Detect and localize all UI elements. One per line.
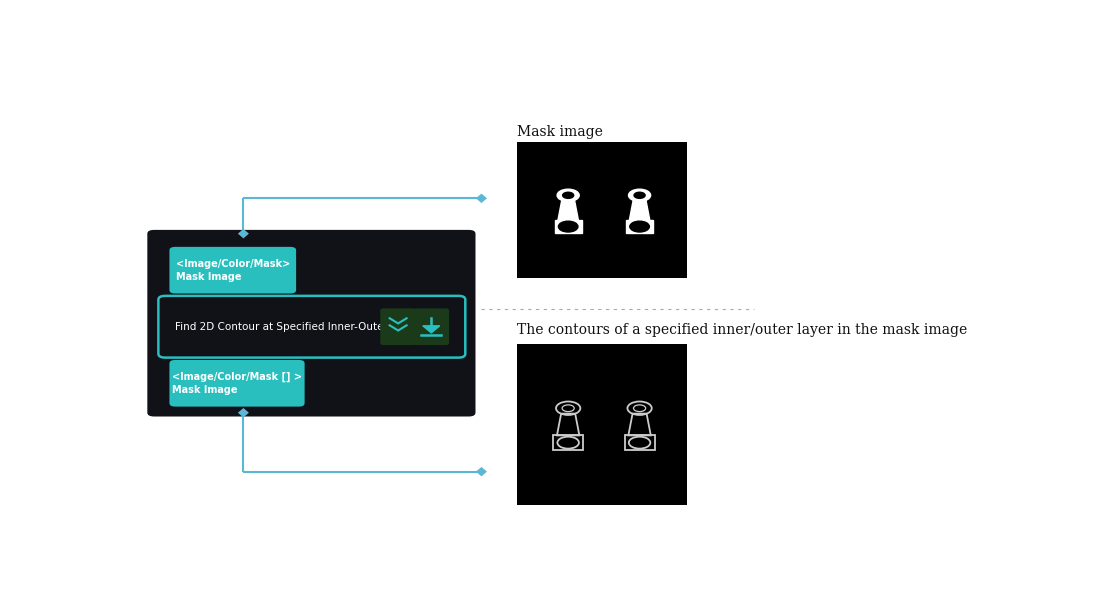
Polygon shape xyxy=(476,193,487,203)
Circle shape xyxy=(558,221,578,232)
Polygon shape xyxy=(558,200,578,220)
FancyBboxPatch shape xyxy=(147,230,475,417)
Text: Find 2D Contour at Specified Inner-Outer Level (1): Find 2D Contour at Specified Inner-Outer… xyxy=(176,322,437,332)
Polygon shape xyxy=(422,326,440,333)
Circle shape xyxy=(630,221,649,232)
Polygon shape xyxy=(238,408,249,417)
Bar xyxy=(626,220,653,233)
FancyBboxPatch shape xyxy=(169,247,296,294)
Text: <Image/Color/Mask [] >
Mask Image: <Image/Color/Mask [] > Mask Image xyxy=(172,371,302,395)
Circle shape xyxy=(557,189,579,201)
Text: <Image/Color/Mask>
Mask Image: <Image/Color/Mask> Mask Image xyxy=(176,259,290,282)
Bar xyxy=(553,435,584,450)
Bar xyxy=(624,435,655,450)
Bar xyxy=(517,142,687,278)
Polygon shape xyxy=(630,200,649,220)
FancyBboxPatch shape xyxy=(158,296,465,357)
FancyBboxPatch shape xyxy=(381,308,416,345)
Circle shape xyxy=(634,192,645,198)
Bar xyxy=(555,220,581,233)
Polygon shape xyxy=(476,467,487,476)
Circle shape xyxy=(563,192,574,198)
FancyBboxPatch shape xyxy=(414,308,449,345)
Text: The contours of a specified inner/outer layer in the mask image: The contours of a specified inner/outer … xyxy=(517,323,968,337)
Bar xyxy=(517,345,687,505)
Text: Mask image: Mask image xyxy=(517,125,603,140)
Polygon shape xyxy=(238,229,249,238)
Circle shape xyxy=(629,189,651,201)
FancyBboxPatch shape xyxy=(169,360,305,406)
